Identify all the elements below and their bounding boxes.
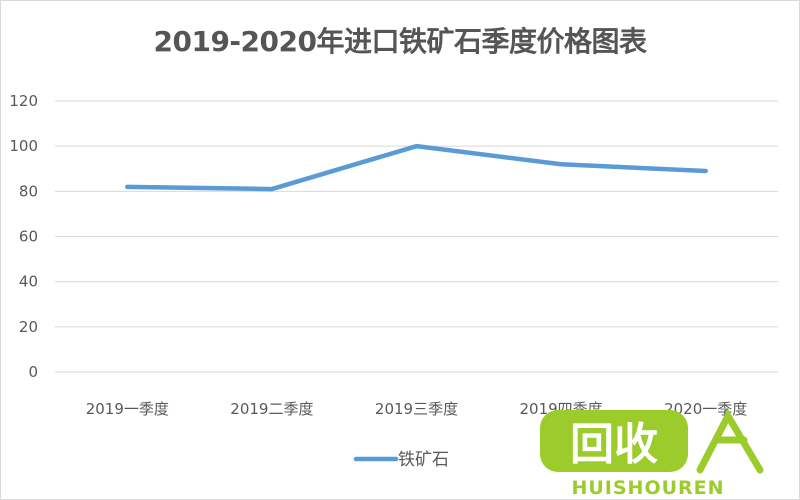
y-tick-label: 100: [9, 137, 38, 155]
chart-title: 2019-2020年进口铁矿石季度价格图表: [153, 25, 647, 58]
x-tick-label: 2019一季度: [86, 400, 169, 418]
data-point: [125, 184, 130, 189]
legend: 铁矿石: [353, 450, 449, 470]
watermark-person-icon: [696, 408, 764, 474]
data-point: [559, 162, 564, 167]
y-tick-label: 20: [19, 318, 38, 336]
y-tick-label: 60: [19, 228, 38, 246]
x-tick-label: 2019三季度: [375, 400, 458, 418]
x-axis-ticks: 2019一季度 2019二季度 2019三季度 2019四季度 2020一季度: [86, 400, 748, 418]
data-point: [703, 169, 708, 174]
legend-label: 铁矿石: [398, 450, 449, 470]
series-line: [125, 143, 708, 192]
y-tick-label: 0: [28, 363, 38, 381]
watermark-logo: 回收 HUISHOUREN: [540, 408, 764, 499]
data-point: [414, 144, 419, 149]
y-tick-label: 120: [9, 92, 38, 110]
y-axis-ticks: 0 20 40 60 80 100 120: [9, 92, 38, 381]
x-tick-label: 2019二季度: [230, 400, 313, 418]
series-lines: [125, 143, 708, 192]
watermark-text: 回收: [570, 419, 658, 470]
data-point: [269, 187, 274, 192]
y-tick-label: 40: [19, 273, 38, 291]
y-tick-label: 80: [19, 182, 38, 200]
watermark-subtext: HUISHOUREN: [571, 477, 724, 499]
watermark-box: [540, 410, 688, 472]
grid-lines: [55, 100, 778, 373]
